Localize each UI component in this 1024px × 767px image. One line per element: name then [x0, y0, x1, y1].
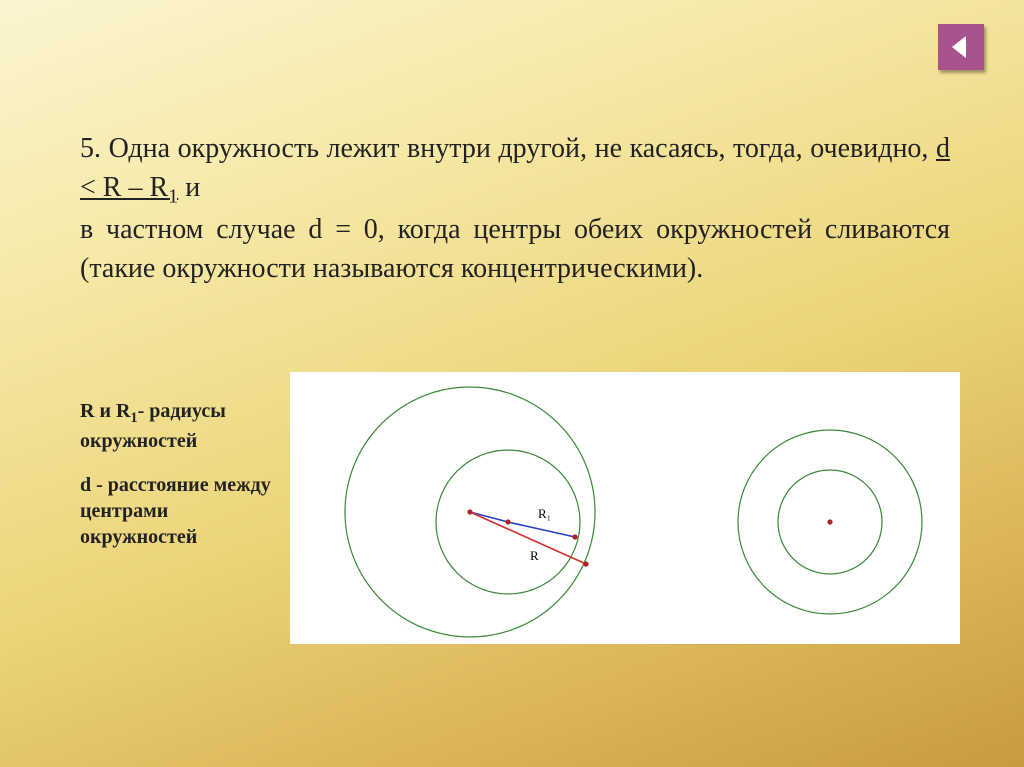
diagram-svg: R₁ R	[290, 372, 960, 644]
segment-r1-blue	[508, 522, 575, 537]
legend-line1: R и R1- радиусы окружностей	[80, 398, 280, 454]
diagram: R₁ R	[290, 372, 960, 644]
main-paragraph: 5. Одна окружность лежит внутри другой, …	[80, 130, 950, 288]
p1-suffix: и	[178, 172, 200, 203]
dot-endR1	[572, 534, 577, 539]
label-r: R	[530, 548, 539, 563]
p1-prefix: 5. Одна окружность лежит внутри другой, …	[80, 133, 936, 164]
label-r1: R₁	[538, 506, 551, 521]
legend: R и R1- радиусы окружностей d - расстоян…	[80, 398, 280, 550]
p2: в частном случае d = 0, когда центры обе…	[80, 214, 950, 284]
dot-right-center	[827, 519, 832, 524]
dot-endR	[583, 561, 588, 566]
legend-line2: d - расстояние между центрами окружносте…	[80, 472, 280, 550]
dot-centerA	[467, 509, 472, 514]
arrow-left-icon	[946, 32, 976, 62]
slide: 5. Одна окружность лежит внутри другой, …	[0, 0, 1024, 767]
dot-centerB	[505, 519, 510, 524]
nav-back-button[interactable]	[938, 24, 984, 70]
segment-r-red	[470, 512, 586, 564]
